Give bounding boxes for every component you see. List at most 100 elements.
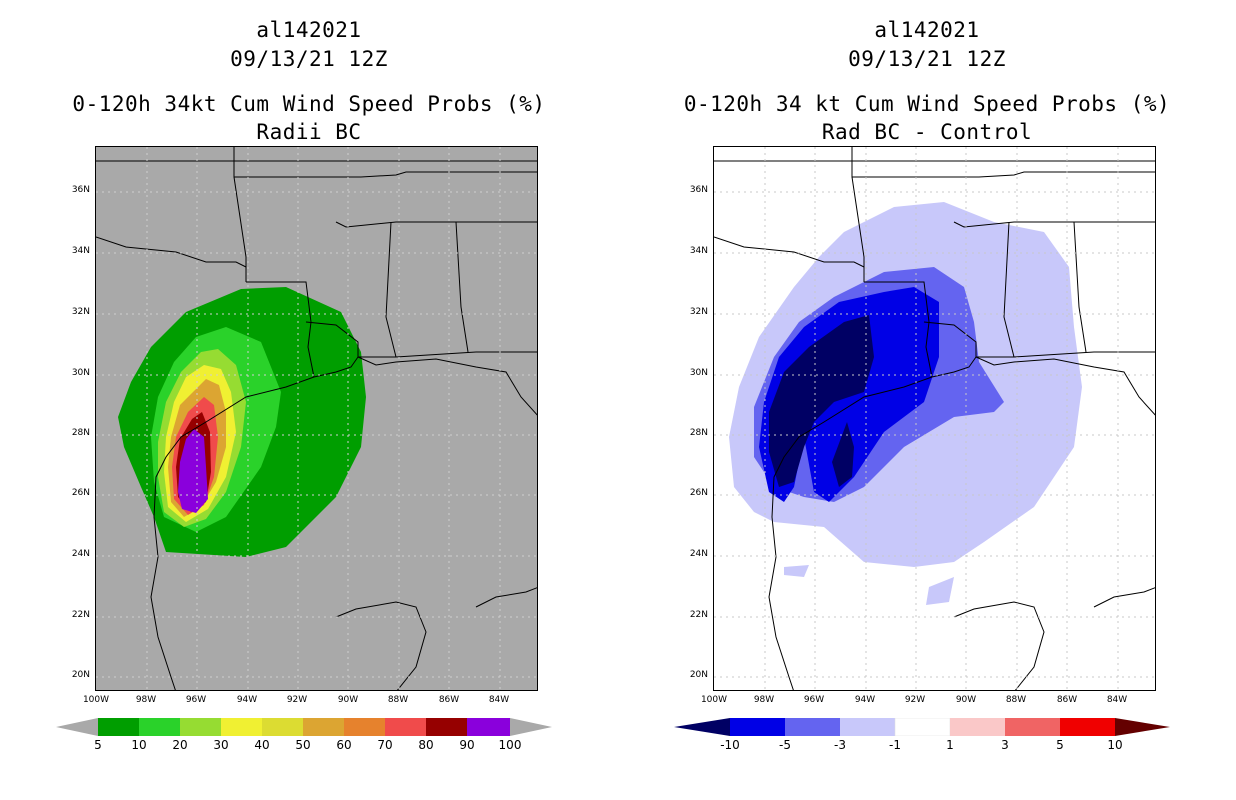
right-cbar-swatch xyxy=(1060,718,1115,736)
lat-label-32n: 32N xyxy=(71,307,90,317)
lat-label-22n: 22N xyxy=(689,610,708,620)
left-cbar-swatch xyxy=(221,718,262,736)
left-title-product: 0-120h 34kt Cum Wind Speed Probs (%) xyxy=(72,92,546,116)
left-cbar-label: 80 xyxy=(418,738,434,752)
diff-contour-light-patch xyxy=(784,565,809,577)
lat-label-20n: 20N xyxy=(689,670,708,680)
right-map-canvas xyxy=(714,147,1155,690)
lon-label-100w: 100W xyxy=(700,695,728,705)
right-cbar-swatch xyxy=(894,718,951,736)
lon-label-88w: 88W xyxy=(387,695,409,705)
right-cbar-under xyxy=(674,718,730,736)
right-cbar-over xyxy=(1115,718,1170,736)
left-cbar-label: 90 xyxy=(459,738,475,752)
lon-label-92w: 92W xyxy=(904,695,926,705)
left-map xyxy=(95,146,538,691)
lat-label-34n: 34N xyxy=(689,246,708,256)
left-cbar-swatch xyxy=(426,718,467,736)
right-grid xyxy=(714,147,1155,690)
right-cbar-swatch xyxy=(730,718,785,736)
left-cbar-label: 70 xyxy=(377,738,393,752)
lat-label-30n: 30N xyxy=(71,368,90,378)
left-title-storm: al142021 xyxy=(256,18,362,42)
lon-label-92w: 92W xyxy=(286,695,308,705)
left-cbar-swatch xyxy=(262,718,303,736)
left-cbar-swatch xyxy=(385,718,426,736)
left-colorbar xyxy=(56,718,552,736)
left-cbar-label: 10 xyxy=(131,738,147,752)
left-cbar-swatch xyxy=(98,718,139,736)
lat-label-26n: 26N xyxy=(689,488,708,498)
left-cbar-label: 20 xyxy=(172,738,188,752)
right-cbar-label: -5 xyxy=(779,738,791,752)
lat-label-36n: 36N xyxy=(71,185,90,195)
lon-label-96w: 96W xyxy=(185,695,207,705)
right-colorbar xyxy=(674,718,1170,736)
left-cbar-swatch xyxy=(467,718,510,736)
lat-label-26n: 26N xyxy=(71,488,90,498)
right-cbar-label: 5 xyxy=(1056,738,1064,752)
lat-label-24n: 24N xyxy=(689,549,708,559)
left-cbar-label: 30 xyxy=(213,738,229,752)
left-cbar-label: 100 xyxy=(498,738,522,752)
lat-label-28n: 28N xyxy=(689,428,708,438)
left-cbar-label: 40 xyxy=(254,738,270,752)
diff-contour-extreme-2 xyxy=(832,422,854,487)
lat-label-22n: 22N xyxy=(71,610,90,620)
left-panel: al142021 09/13/21 12Z 0-120h 34kt Cum Wi… xyxy=(56,18,552,752)
lon-label-90w: 90W xyxy=(337,695,359,705)
left-cbar-label: 5 xyxy=(94,738,102,752)
lon-label-96w: 96W xyxy=(803,695,825,705)
lon-label-86w: 86W xyxy=(1056,695,1078,705)
lon-label-100w: 100W xyxy=(82,695,110,705)
left-cbar-swatch xyxy=(180,718,221,736)
left-title-sub: Radii BC xyxy=(256,120,362,144)
lat-label-24n: 24N xyxy=(71,549,90,559)
right-title-sub: Rad BC - Control xyxy=(821,120,1033,144)
lat-label-28n: 28N xyxy=(71,428,90,438)
right-title-storm: al142021 xyxy=(874,18,980,42)
right-panel: al142021 09/13/21 12Z 0-120h 34 kt Cum W… xyxy=(618,0,1236,800)
right-title-product: 0-120h 34 kt Cum Wind Speed Probs (%) xyxy=(683,92,1171,116)
left-cbar-swatch xyxy=(139,718,180,736)
left-cbar-over xyxy=(510,718,552,736)
lat-label-32n: 32N xyxy=(689,307,708,317)
lon-label-90w: 90W xyxy=(955,695,977,705)
lon-label-98w: 98W xyxy=(135,695,157,705)
left-cbar-swatch xyxy=(344,718,385,736)
lat-label-36n: 36N xyxy=(689,185,708,195)
lat-label-34n: 34N xyxy=(71,246,90,256)
left-cbar-label: 60 xyxy=(336,738,352,752)
left-map-canvas xyxy=(96,147,537,690)
lon-label-84w: 84W xyxy=(488,695,510,705)
left-title-date: 09/13/21 12Z xyxy=(230,47,388,71)
diff-contour-light-patch xyxy=(926,577,954,605)
left-cbar-under xyxy=(56,718,98,736)
lon-label-86w: 86W xyxy=(438,695,460,705)
left-cbar-swatch xyxy=(303,718,344,736)
lon-label-98w: 98W xyxy=(753,695,775,705)
left-grid xyxy=(96,147,537,690)
right-cbar-label: -3 xyxy=(834,738,846,752)
right-cbar-label: -10 xyxy=(720,738,740,752)
lat-label-30n: 30N xyxy=(689,368,708,378)
right-cbar-label: 1 xyxy=(946,738,954,752)
right-cbar-swatch xyxy=(950,718,1005,736)
right-title-date: 09/13/21 12Z xyxy=(848,47,1006,71)
lon-label-94w: 94W xyxy=(854,695,876,705)
right-cbar-label: 3 xyxy=(1001,738,1009,752)
right-cbar-label: 10 xyxy=(1107,738,1123,752)
lon-label-88w: 88W xyxy=(1005,695,1027,705)
right-cbar-swatch xyxy=(1005,718,1060,736)
lon-label-84w: 84W xyxy=(1106,695,1128,705)
left-cbar-label: 50 xyxy=(295,738,311,752)
left-coastline-borders xyxy=(96,147,537,690)
prob-contour-90 xyxy=(178,429,208,513)
right-cbar-swatch xyxy=(840,718,895,736)
diff-contour-extreme xyxy=(769,315,874,487)
lat-label-20n: 20N xyxy=(71,670,90,680)
right-cbar-label: -1 xyxy=(889,738,901,752)
right-map xyxy=(713,146,1156,691)
lon-label-94w: 94W xyxy=(236,695,258,705)
right-cbar-swatch xyxy=(785,718,840,736)
